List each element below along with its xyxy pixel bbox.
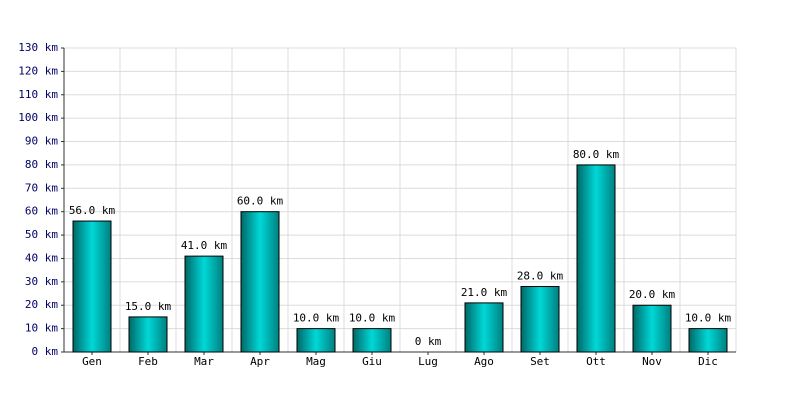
- value-label: 28.0 km: [517, 270, 564, 283]
- y-tick-label: 90 km: [25, 135, 58, 148]
- value-label: 20.0 km: [629, 288, 676, 301]
- y-tick-label: 30 km: [25, 275, 58, 288]
- x-tick-label: Feb: [138, 355, 158, 368]
- value-label: 80.0 km: [573, 148, 620, 161]
- bar: [352, 328, 392, 353]
- bar: [184, 255, 224, 353]
- x-tick-label: Giu: [362, 355, 382, 368]
- value-label: 41.0 km: [181, 239, 228, 252]
- value-label: 56.0 km: [69, 204, 116, 217]
- y-tick-label: 130 km: [18, 41, 58, 54]
- value-label: 10.0 km: [293, 312, 340, 325]
- x-tick-label: Lug: [418, 355, 438, 368]
- x-tick-label: Ott: [586, 355, 606, 368]
- bar: [296, 328, 336, 353]
- y-tick-label: 120 km: [18, 64, 58, 77]
- bar: [520, 286, 560, 353]
- x-tick-label: Ago: [474, 355, 494, 368]
- y-tick-label: 20 km: [25, 298, 58, 311]
- y-tick-label: 60 km: [25, 205, 58, 218]
- value-label: 15.0 km: [125, 300, 172, 313]
- x-tick-label: Gen: [82, 355, 102, 368]
- bar: [72, 220, 112, 353]
- y-tick-label: 40 km: [25, 251, 58, 264]
- x-tick-label: Dic: [698, 355, 718, 368]
- value-label: 10.0 km: [685, 312, 732, 325]
- value-label: 10.0 km: [349, 312, 396, 325]
- value-label: 21.0 km: [461, 286, 508, 299]
- y-tick-label: 110 km: [18, 88, 58, 101]
- bar: [688, 328, 728, 353]
- x-tick-label: Set: [530, 355, 550, 368]
- y-tick-label: 100 km: [18, 111, 58, 124]
- bar: [240, 211, 280, 353]
- bar: [632, 304, 672, 353]
- bar: [128, 316, 168, 353]
- bar: [576, 164, 616, 353]
- y-tick-label: 70 km: [25, 181, 58, 194]
- y-tick-label: 0 km: [32, 345, 59, 358]
- x-tick-label: Mag: [306, 355, 326, 368]
- bar: [464, 302, 504, 353]
- value-label: 60.0 km: [237, 195, 284, 208]
- x-tick-label: Nov: [642, 355, 662, 368]
- x-tick-label: Mar: [194, 355, 214, 368]
- y-tick-label: 10 km: [25, 322, 58, 335]
- y-tick-label: 50 km: [25, 228, 58, 241]
- value-label: 0 km: [415, 335, 442, 348]
- x-tick-label: Apr: [250, 355, 270, 368]
- y-tick-label: 80 km: [25, 158, 58, 171]
